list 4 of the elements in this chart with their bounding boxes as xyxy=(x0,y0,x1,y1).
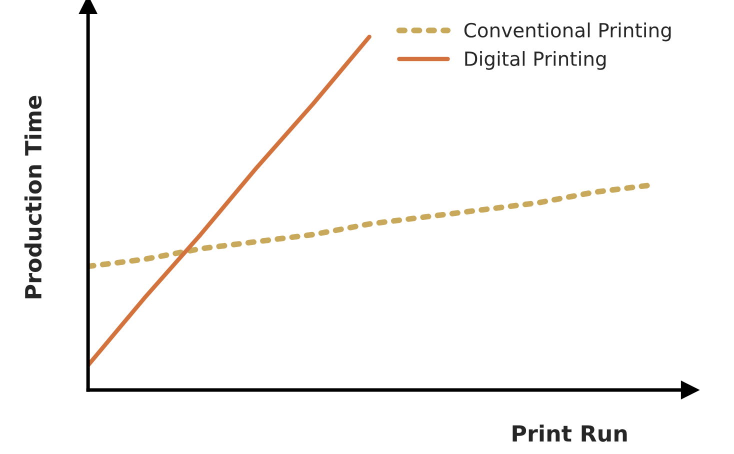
legend-label: Conventional Printing xyxy=(464,22,671,42)
x-axis-title: Print Run xyxy=(512,424,627,442)
y-axis-title: Production Time xyxy=(24,96,42,298)
legend-label: Digital Printing xyxy=(465,51,606,70)
